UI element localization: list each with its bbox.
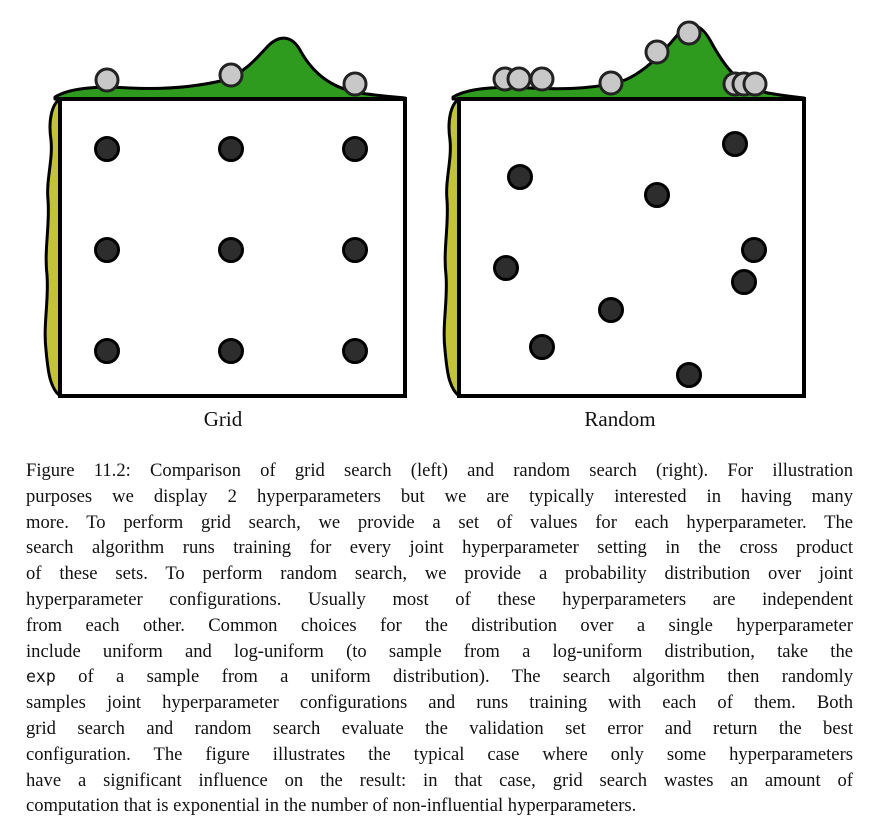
grid-label: Grid bbox=[203, 407, 243, 431]
random-left-distribution bbox=[442, 97, 461, 398]
random-projection-point bbox=[644, 39, 670, 65]
random-sample-point bbox=[722, 131, 748, 157]
grid-projection-point bbox=[94, 67, 120, 93]
grid-left-distribution bbox=[43, 97, 62, 398]
caption-line: purposes we display 2 hyperparameters bu… bbox=[26, 485, 853, 507]
grid-top-distribution bbox=[53, 36, 407, 101]
random-projection-point bbox=[676, 20, 702, 46]
caption-line: computation that is exponential in the n… bbox=[26, 795, 637, 817]
random-projection-point bbox=[529, 66, 555, 92]
caption-line: include uniform and log-uniform (to samp… bbox=[26, 640, 853, 662]
random-sample-point bbox=[493, 255, 519, 281]
random-sample-point bbox=[731, 269, 757, 295]
random-label: Random bbox=[584, 407, 656, 431]
grid-sample-point bbox=[218, 237, 244, 263]
grid-projection-point bbox=[342, 71, 368, 97]
random-projection-point bbox=[506, 66, 532, 92]
caption-line: samples joint hyperparameter configurati… bbox=[26, 692, 853, 714]
grid-sample-point bbox=[94, 338, 120, 364]
grid-projection-point bbox=[218, 62, 244, 88]
caption-line: grid search and random search evaluate t… bbox=[26, 717, 853, 739]
random-sample-point bbox=[676, 362, 702, 388]
caption-line: from each other. Common choices for the … bbox=[26, 614, 853, 636]
caption-code-word: exp bbox=[26, 667, 56, 687]
caption-line: hyperparameter configurations. Usually m… bbox=[26, 588, 853, 610]
grid-sample-point bbox=[218, 136, 244, 162]
figure-caption: Figure 11.2: Comparison of grid search (… bbox=[26, 458, 853, 819]
caption-line: have a significant influence on the resu… bbox=[26, 769, 853, 791]
grid-sample-point bbox=[342, 136, 368, 162]
grid-panel bbox=[43, 36, 407, 398]
grid-sample-point bbox=[94, 237, 120, 263]
grid-sample-point bbox=[94, 136, 120, 162]
grid-sample-point bbox=[342, 237, 368, 263]
grid-sample-point bbox=[342, 338, 368, 364]
grid-sample-point bbox=[218, 338, 244, 364]
caption-line: search algorithm runs training for every… bbox=[26, 537, 853, 559]
caption-line: configuration. The figure illustrates th… bbox=[26, 743, 853, 765]
caption-line: of these sets. To perform random search,… bbox=[26, 563, 853, 585]
random-projection-point bbox=[742, 71, 768, 97]
random-sample-point bbox=[507, 164, 533, 190]
random-sample-point bbox=[598, 297, 624, 323]
random-sample-point bbox=[741, 237, 767, 263]
random-sample-point bbox=[529, 334, 555, 360]
figure-illustration bbox=[43, 20, 806, 398]
random-projection-point bbox=[598, 70, 624, 96]
caption-line: Figure 11.2: Comparison of grid search (… bbox=[26, 460, 853, 481]
caption-line: of a sample from a uniform distribution)… bbox=[78, 666, 853, 688]
random-sample-point bbox=[644, 182, 670, 208]
caption-line-with-code: exp of a sample from a uniform distribut… bbox=[26, 664, 853, 690]
caption-line: more. To perform grid search, we provide… bbox=[26, 511, 853, 533]
random-panel bbox=[442, 20, 806, 398]
